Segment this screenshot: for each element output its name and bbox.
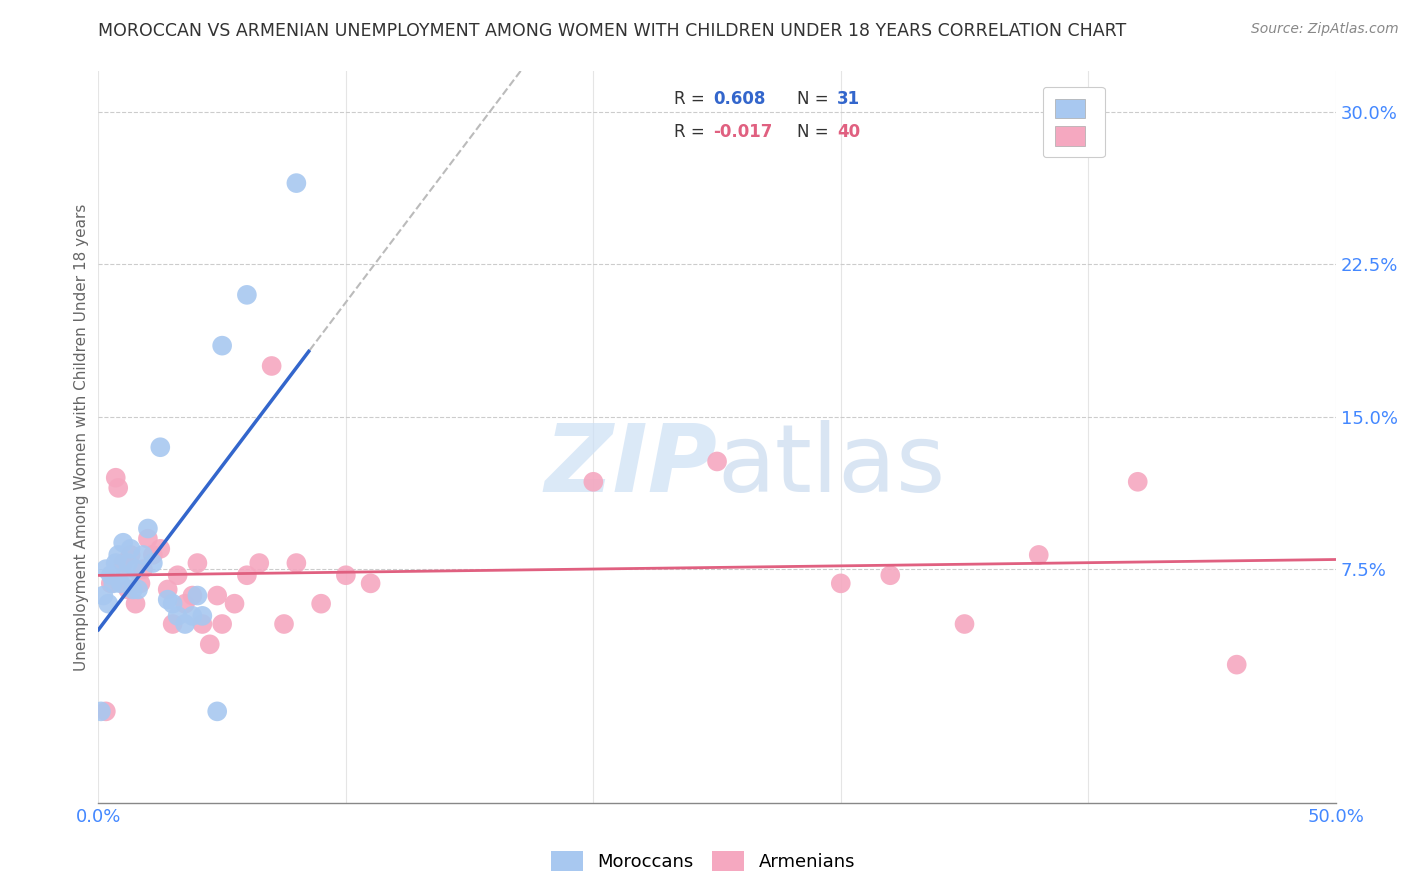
Legend: , : , bbox=[1043, 87, 1105, 157]
Point bbox=[285, 176, 308, 190]
Point bbox=[124, 597, 146, 611]
Text: 31: 31 bbox=[837, 90, 860, 108]
Point bbox=[236, 288, 259, 302]
Point bbox=[104, 471, 127, 485]
Point bbox=[273, 617, 295, 632]
Point bbox=[191, 617, 214, 632]
Point bbox=[205, 705, 228, 719]
Point bbox=[93, 589, 115, 603]
Text: ZIP: ZIP bbox=[544, 420, 717, 512]
Point bbox=[97, 597, 120, 611]
Point bbox=[104, 556, 127, 570]
Point bbox=[247, 556, 270, 570]
Point bbox=[224, 597, 246, 611]
Text: MOROCCAN VS ARMENIAN UNEMPLOYMENT AMONG WOMEN WITH CHILDREN UNDER 18 YEARS CORRE: MOROCCAN VS ARMENIAN UNEMPLOYMENT AMONG … bbox=[98, 22, 1126, 40]
Point bbox=[582, 475, 605, 489]
Point bbox=[107, 481, 129, 495]
Point bbox=[120, 541, 142, 556]
Point bbox=[162, 617, 184, 632]
Point bbox=[122, 582, 145, 597]
Point bbox=[142, 548, 165, 562]
Point bbox=[1226, 657, 1249, 672]
Point bbox=[260, 359, 283, 373]
Point bbox=[186, 589, 208, 603]
Legend: Moroccans, Armenians: Moroccans, Armenians bbox=[544, 844, 862, 879]
Text: Source: ZipAtlas.com: Source: ZipAtlas.com bbox=[1251, 22, 1399, 37]
Point bbox=[94, 562, 117, 576]
Point bbox=[107, 548, 129, 562]
Point bbox=[117, 556, 139, 570]
Point bbox=[879, 568, 901, 582]
Point bbox=[112, 556, 135, 570]
Point bbox=[117, 582, 139, 597]
Point bbox=[156, 592, 179, 607]
Point bbox=[129, 576, 152, 591]
Point bbox=[136, 532, 159, 546]
Text: R =: R = bbox=[673, 123, 710, 141]
Point bbox=[103, 576, 125, 591]
Point bbox=[174, 597, 197, 611]
Point bbox=[142, 556, 165, 570]
Point bbox=[149, 440, 172, 454]
Text: atlas: atlas bbox=[717, 420, 945, 512]
Point bbox=[706, 454, 728, 468]
Point bbox=[181, 589, 204, 603]
Text: N =: N = bbox=[797, 123, 834, 141]
Point bbox=[1126, 475, 1149, 489]
Point bbox=[360, 576, 382, 591]
Point bbox=[335, 568, 357, 582]
Point bbox=[181, 608, 204, 623]
Point bbox=[112, 535, 135, 549]
Point bbox=[100, 568, 122, 582]
Text: 0.608: 0.608 bbox=[713, 90, 766, 108]
Point bbox=[162, 597, 184, 611]
Point bbox=[198, 637, 221, 651]
Point bbox=[94, 705, 117, 719]
Text: 40: 40 bbox=[837, 123, 860, 141]
Point bbox=[285, 556, 308, 570]
Point bbox=[124, 562, 146, 576]
Point bbox=[1028, 548, 1050, 562]
Point bbox=[127, 582, 149, 597]
Point bbox=[953, 617, 976, 632]
Point bbox=[174, 617, 197, 632]
Point bbox=[211, 617, 233, 632]
Point bbox=[120, 548, 142, 562]
Point bbox=[132, 548, 155, 562]
Point bbox=[186, 556, 208, 570]
Point bbox=[114, 568, 136, 582]
Point bbox=[309, 597, 332, 611]
Point bbox=[236, 568, 259, 582]
Point bbox=[166, 608, 188, 623]
Point bbox=[156, 582, 179, 597]
Point bbox=[211, 339, 233, 353]
Y-axis label: Unemployment Among Women with Children Under 18 years: Unemployment Among Women with Children U… bbox=[75, 203, 89, 671]
Point bbox=[136, 521, 159, 535]
Point bbox=[110, 576, 132, 591]
Point bbox=[132, 562, 155, 576]
Text: -0.017: -0.017 bbox=[713, 123, 773, 141]
Point bbox=[830, 576, 852, 591]
Text: R =: R = bbox=[673, 90, 710, 108]
Point bbox=[191, 608, 214, 623]
Text: N =: N = bbox=[797, 90, 834, 108]
Point bbox=[149, 541, 172, 556]
Point bbox=[90, 705, 112, 719]
Point bbox=[205, 589, 228, 603]
Point bbox=[166, 568, 188, 582]
Point bbox=[100, 576, 122, 591]
